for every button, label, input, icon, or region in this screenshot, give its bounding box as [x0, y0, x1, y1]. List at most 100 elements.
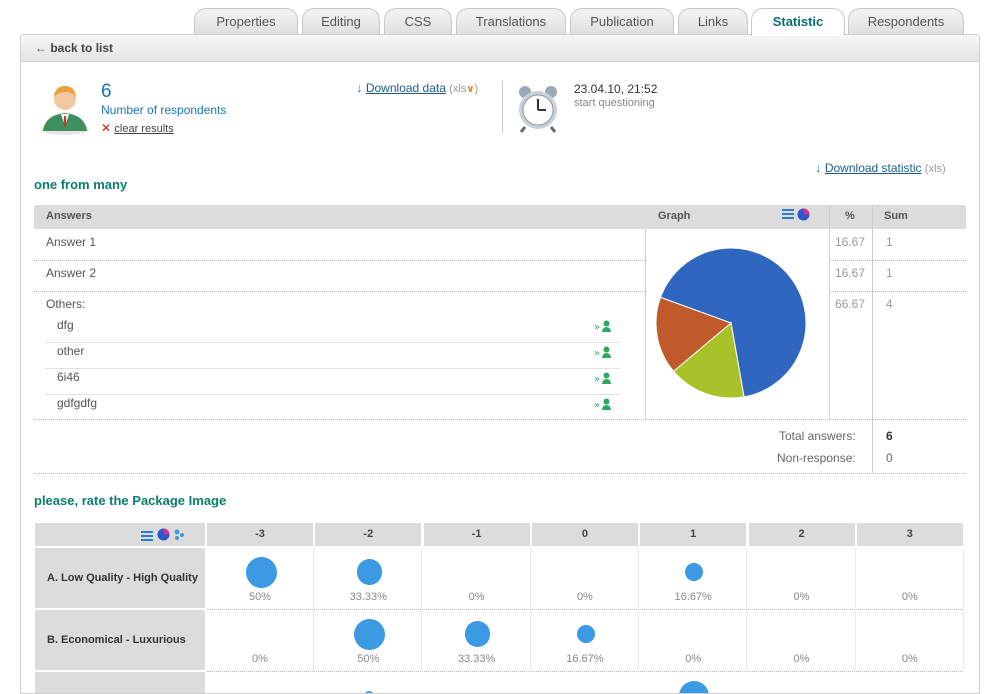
- other-answer-label: gdfgdfg: [57, 396, 98, 410]
- list-view-icon[interactable]: [141, 528, 153, 551]
- respondents-label: Number of respondents: [101, 103, 227, 117]
- rating-percent: 0%: [901, 591, 918, 603]
- rating-cell: 0%: [640, 610, 748, 670]
- chevron-down-icon[interactable]: ∨: [466, 84, 475, 95]
- non-response-label: Non-response:: [777, 451, 856, 465]
- rating-bubble: [685, 563, 704, 581]
- svg-text:»: »: [594, 322, 600, 332]
- rating-cell: 0%: [857, 610, 964, 670]
- pie-slice-others: [659, 247, 807, 398]
- answer-label: Others:: [46, 297, 86, 311]
- list-view-icon[interactable]: [782, 208, 794, 223]
- close-icon: ✕: [101, 121, 112, 135]
- clear-results-link[interactable]: ✕ clear results: [101, 121, 174, 135]
- rating-cell: 33.33%: [315, 548, 423, 608]
- rating-row-label: [35, 672, 205, 693]
- tab-respondents[interactable]: Respondents: [848, 8, 964, 35]
- tab-css[interactable]: CSS: [384, 8, 452, 35]
- download-statistic-group: ↓ Download statistic (xls): [815, 160, 946, 175]
- svg-text:»: »: [594, 348, 600, 358]
- rating-cell: 0%: [207, 610, 314, 670]
- tab-statistic[interactable]: Statistic: [751, 8, 845, 36]
- question1-title: one from many: [34, 177, 128, 192]
- non-response-value: 0: [886, 451, 893, 465]
- download-data-group: ↓ Download data (xls∨): [356, 80, 479, 95]
- tab-bar: Properties Editing CSS Translations Publ…: [0, 8, 1000, 36]
- download-statistic-link[interactable]: Download statistic: [824, 161, 922, 175]
- svg-text:»: »: [594, 374, 600, 384]
- rating-cell: 50%: [315, 610, 423, 670]
- svg-text:»: »: [594, 400, 600, 410]
- rating-cell: 16.67%: [532, 610, 639, 670]
- question2-title: please, rate the Package Image: [34, 493, 227, 508]
- rating-percent: 50%: [248, 591, 272, 603]
- rating-bubble: [245, 556, 277, 588]
- rating-percent: 0%: [576, 591, 593, 603]
- statistic-panel: ← back to list 6 Number of respondents ✕…: [20, 34, 980, 694]
- rating-percent: 50%: [357, 653, 380, 665]
- rating-table-corner: [35, 523, 205, 546]
- download-data-link[interactable]: Download data: [365, 81, 446, 95]
- pie-view-icon[interactable]: [797, 208, 810, 224]
- tab-editing[interactable]: Editing: [302, 8, 380, 35]
- total-answers-label: Total answers:: [779, 429, 856, 443]
- divider: [502, 81, 503, 133]
- rating-cell: 50%: [207, 548, 314, 608]
- other-answer-label: dfg: [57, 318, 74, 332]
- answers-header: Answers: [46, 210, 92, 222]
- row-divider: [34, 260, 645, 261]
- respondents-count: 6: [101, 81, 112, 102]
- tab-properties[interactable]: Properties: [194, 8, 298, 35]
- rating-bubble: [464, 621, 491, 647]
- column-divider: [872, 205, 873, 473]
- scale-header: 1: [640, 523, 747, 546]
- rating-bubble: [356, 559, 382, 585]
- arrow-left-icon: ←: [35, 41, 47, 55]
- question1-table-header: Answers Graph % Sum: [34, 205, 966, 229]
- other-answer-label: 6i46: [57, 370, 80, 384]
- answer-label: Answer 2: [46, 266, 97, 280]
- column-divider: [829, 205, 830, 419]
- pie-slice-answer-2: [672, 322, 745, 399]
- rating-cell: 16.67%: [640, 548, 748, 608]
- row-divider: [207, 671, 963, 672]
- view-respondent-icon[interactable]: »: [594, 398, 612, 413]
- back-bar: ← back to list: [21, 35, 979, 62]
- rating-cell: 0%: [532, 548, 639, 608]
- other-answer-row: other »: [45, 343, 620, 369]
- rating-bubble: [576, 625, 595, 643]
- tab-links[interactable]: Links: [678, 8, 748, 35]
- scale-header: 0: [531, 523, 638, 546]
- rating-percent: 0%: [901, 653, 918, 665]
- total-answers-value: 6: [886, 429, 893, 443]
- view-respondent-icon[interactable]: »: [594, 372, 612, 387]
- pie-view-icon[interactable]: [157, 527, 170, 550]
- other-answer-row: 6i46 »: [45, 369, 620, 395]
- download-arrow-icon: ↓: [356, 80, 363, 95]
- row-divider: [34, 419, 966, 420]
- view-respondent-icon[interactable]: »: [594, 346, 612, 361]
- back-to-list-link[interactable]: ← back to list: [35, 41, 114, 55]
- tab-translations[interactable]: Translations: [456, 8, 566, 35]
- answer-percent: 16.67: [835, 235, 866, 249]
- scale-header: -2: [315, 523, 422, 546]
- rating-percent: 0%: [252, 653, 268, 665]
- scale-header: 3: [856, 523, 963, 546]
- other-answer-row: dfg »: [45, 317, 620, 343]
- pie-slice-answer-1: [655, 296, 732, 372]
- bubble-view-icon[interactable]: [173, 527, 185, 550]
- answer-sum: 1: [886, 235, 893, 249]
- rating-cell: 33.33%: [424, 610, 531, 670]
- rating-percent: 0%: [685, 653, 702, 665]
- row-divider: [829, 291, 966, 292]
- rating-cell: 0%: [857, 548, 964, 608]
- rating-percent: 0%: [793, 591, 810, 603]
- rating-cell: 0%: [749, 548, 856, 608]
- view-respondent-icon[interactable]: »: [594, 320, 612, 335]
- answer-sum: 1: [886, 266, 893, 280]
- other-answer-row: gdfgdfg »: [45, 395, 620, 421]
- rating-percent: 16.67%: [566, 653, 604, 665]
- answer-label: Answer 1: [46, 235, 97, 249]
- tab-publication[interactable]: Publication: [570, 8, 674, 35]
- row-divider: [34, 291, 645, 292]
